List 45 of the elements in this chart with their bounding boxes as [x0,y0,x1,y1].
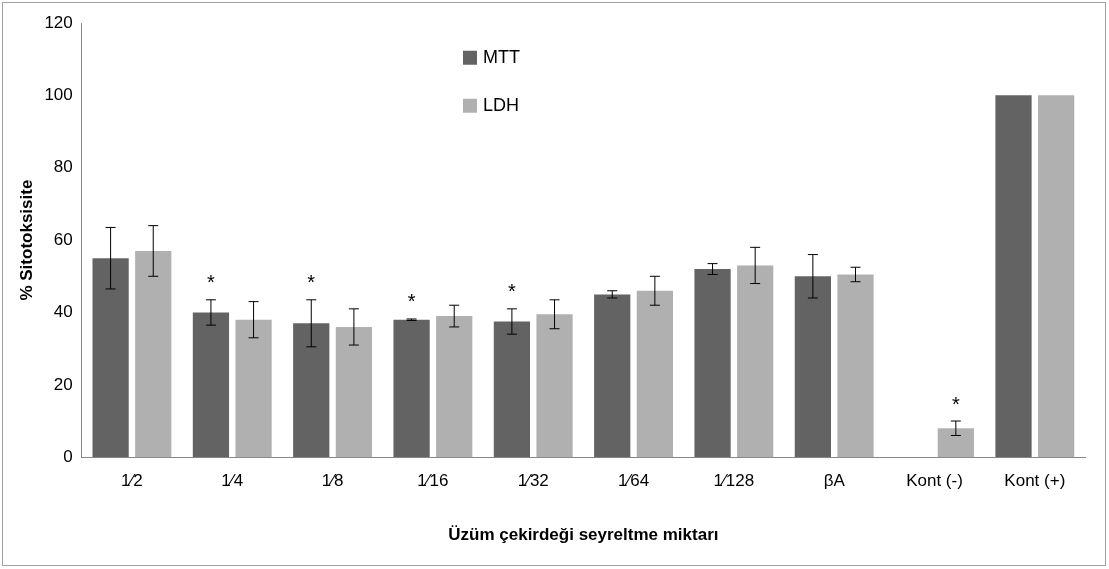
annotation: * [207,271,216,294]
annotation: * [307,271,316,294]
y-tick-label: 0 [63,446,73,466]
bar [995,95,1032,458]
bar [135,250,172,458]
x-tick-label: 1⁄32 [517,471,549,491]
x-tick-label: βA [823,471,846,491]
y-tick-label: 120 [44,12,73,32]
x-tick-label: Kont (-) [906,471,963,491]
annotation: * [407,290,416,313]
bar [837,274,874,458]
bar [737,265,774,458]
bar [636,290,673,458]
x-tick-label: 1⁄128 [713,471,755,491]
legend-label: LDH [482,94,520,115]
bar [192,312,230,458]
y-tick-label: 20 [53,374,73,394]
x-tick-label: Kont (+) [1004,471,1066,491]
bar [235,319,272,458]
bar [536,314,573,458]
bar [694,269,731,458]
bar [937,428,974,458]
bar [335,326,373,458]
bar [92,258,129,458]
x-tick-label: 1⁄64 [617,471,650,491]
y-tick-label: 60 [53,229,73,249]
bar [594,294,631,458]
legend-label: MTT [482,46,520,67]
bar [293,323,330,458]
annotation: * [508,280,516,303]
x-tick-label: 1⁄8 [321,471,344,491]
x-tick-label: 1⁄2 [121,471,143,491]
y-tick-label: 100 [44,85,73,105]
x-tick-label: 1⁄16 [417,471,449,491]
x-tick-label: 1⁄4 [221,471,244,491]
annotation: * [951,392,960,415]
bar [1038,95,1075,458]
x-axis-title: Üzüm çekirdeği seyreltme miktarı [448,525,719,545]
y-tick-label: 80 [53,157,73,177]
bar [493,321,531,458]
y-tick-label: 40 [53,302,73,322]
bar [436,316,473,458]
bar [393,319,430,458]
y-axis-title: % Sitotoksisite [16,179,36,301]
bar [794,276,831,458]
